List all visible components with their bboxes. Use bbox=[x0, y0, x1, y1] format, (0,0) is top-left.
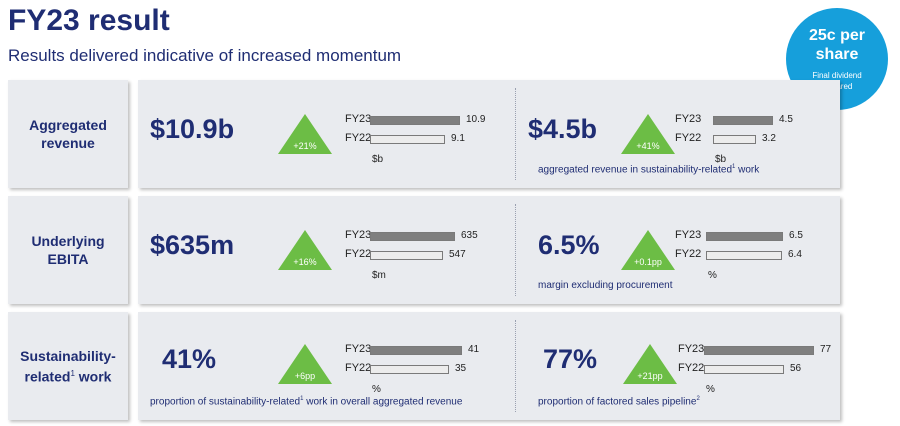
caption-text: aggregated revenue in sustainability-rel… bbox=[538, 164, 733, 176]
metric-caption: aggregated revenue in sustainability-rel… bbox=[538, 164, 759, 175]
row-label-footnote: 1 bbox=[70, 368, 75, 378]
bar-value-label: 10.9 bbox=[466, 114, 486, 125]
caption-tail: work bbox=[735, 164, 760, 176]
row-label: Underlying EBITA bbox=[8, 196, 128, 304]
row-label-line1: Sustainability- bbox=[20, 347, 116, 364]
row-label-tail: work bbox=[74, 368, 112, 385]
row-label: Sustainability-related1 work bbox=[8, 312, 128, 420]
metric-value: 41% bbox=[162, 344, 217, 374]
bar-fy22 bbox=[713, 135, 756, 144]
bar-fy23 bbox=[370, 232, 455, 241]
caption-footnote: 1 bbox=[732, 164, 736, 170]
bar-value-label: 4.5 bbox=[779, 114, 793, 125]
bar-fy23 bbox=[706, 232, 783, 241]
bar-fy23 bbox=[370, 116, 460, 125]
badge-line2: share bbox=[815, 46, 859, 63]
bar-fy23 bbox=[713, 116, 773, 125]
metric-value: 77% bbox=[543, 344, 598, 374]
growth-triangle-icon bbox=[623, 344, 677, 384]
growth-triangle-icon bbox=[621, 230, 675, 270]
caption-tail: work in overall aggregated revenue bbox=[303, 396, 463, 408]
bar-fy22 bbox=[370, 251, 443, 260]
panel-divider bbox=[515, 204, 516, 296]
row-label-line1: Underlying bbox=[31, 233, 105, 249]
caption-text: proportion of factored sales pipeline bbox=[538, 396, 697, 408]
bar-value-label: 56 bbox=[790, 363, 802, 374]
growth-change-label: +21% bbox=[293, 141, 317, 151]
bar-value-label: 77 bbox=[820, 344, 832, 355]
row-label-line2: related bbox=[24, 368, 71, 385]
metric-value: $4.5b bbox=[528, 114, 598, 144]
bar-value-label: 6.4 bbox=[788, 249, 802, 260]
badge-line1: 25c per bbox=[808, 27, 866, 44]
growth-triangle-icon bbox=[278, 114, 332, 154]
growth-triangle-icon bbox=[278, 230, 332, 270]
caption-text: proportion of sustainability-related bbox=[150, 396, 301, 408]
bar-value-label: 6.5 bbox=[789, 230, 803, 241]
row-label: Aggregated revenue bbox=[8, 80, 128, 188]
growth-change-label: +0.1pp bbox=[634, 257, 662, 267]
metric-value: $10.9b bbox=[150, 114, 235, 144]
bar-unit-label: % bbox=[706, 384, 715, 395]
metric-row: Underlying EBITA $635m +16% FY23 635 FY22 547 $m… bbox=[8, 196, 840, 304]
caption-text: margin excluding procurement bbox=[538, 280, 673, 291]
bar-fy22 bbox=[706, 251, 782, 260]
page-subtitle: Results delivered indicative of increase… bbox=[8, 46, 402, 65]
metric-caption: proportion of factored sales pipeline2 bbox=[538, 396, 700, 407]
bar-unit-label: % bbox=[708, 270, 717, 281]
badge-sub1: Final dividend bbox=[812, 71, 862, 80]
bar-category-label: FY22 bbox=[345, 248, 372, 260]
bar-category-label: FY23 bbox=[345, 229, 372, 241]
bar-category-label: FY23 bbox=[675, 229, 702, 241]
growth-change-label: +16% bbox=[293, 257, 317, 267]
growth-change-label: +41% bbox=[636, 141, 660, 151]
bar-unit-label: $b bbox=[372, 154, 384, 165]
bar-category-label: FY22 bbox=[678, 362, 705, 374]
metric-row: Sustainability-related1 work 41% +6pp FY23 4… bbox=[8, 312, 840, 420]
metric-panel: $10.9b +21% FY23 10.9 FY22 9.1 $b $4.5b +41% FY23… bbox=[138, 80, 840, 188]
bar-unit-label: % bbox=[372, 384, 381, 395]
bar-category-label: FY22 bbox=[345, 362, 372, 374]
row-label-line2: revenue bbox=[41, 135, 95, 151]
growth-change-label: +6pp bbox=[294, 371, 316, 381]
metric-caption: proportion of sustainability-related1 wo… bbox=[150, 396, 462, 407]
page-title: FY23 result bbox=[8, 4, 170, 37]
caption-footnote: 1 bbox=[300, 396, 304, 402]
bar-value-label: 9.1 bbox=[451, 133, 465, 144]
bar-value-label: 35 bbox=[455, 363, 467, 374]
bar-category-label: FY22 bbox=[675, 248, 702, 260]
metric-value: 6.5% bbox=[538, 230, 600, 260]
metric-row: Aggregated revenue $10.9b +21% FY23 10.9 FY22 9… bbox=[8, 80, 840, 188]
bar-fy23 bbox=[704, 346, 814, 355]
growth-triangle-icon bbox=[621, 114, 675, 154]
growth-triangle-icon bbox=[278, 344, 332, 384]
panel-divider bbox=[515, 88, 516, 180]
bar-category-label: FY22 bbox=[675, 132, 702, 144]
bar-fy22 bbox=[370, 135, 445, 144]
bar-category-label: FY23 bbox=[345, 343, 372, 355]
bar-fy22 bbox=[370, 365, 449, 374]
bar-fy22 bbox=[704, 365, 784, 374]
metric-panel: $635m +16% FY23 635 FY22 547 $m 6.5% +0.1pp FY23 6… bbox=[138, 196, 840, 304]
row-label-line1: Aggregated bbox=[29, 117, 107, 133]
bar-fy23 bbox=[370, 346, 462, 355]
bar-category-label: FY23 bbox=[345, 113, 372, 125]
bar-value-label: 635 bbox=[461, 230, 478, 241]
row-label-line2: EBITA bbox=[47, 251, 89, 267]
metric-value: $635m bbox=[150, 230, 235, 260]
growth-change-label: +21pp bbox=[637, 371, 663, 381]
panel-divider bbox=[515, 320, 516, 412]
metric-caption: margin excluding procurement bbox=[538, 280, 673, 291]
bar-value-label: 3.2 bbox=[762, 133, 776, 144]
metric-panel: 41% +6pp FY23 41 FY22 35% proportion of sustai… bbox=[138, 312, 840, 420]
bar-category-label: FY22 bbox=[345, 132, 372, 144]
bar-unit-label: $m bbox=[372, 270, 386, 281]
bar-category-label: FY23 bbox=[675, 113, 702, 125]
bar-unit-label: $b bbox=[715, 154, 727, 165]
badge-main-text: 25c per share bbox=[786, 26, 888, 64]
bar-value-label: 547 bbox=[449, 249, 466, 260]
caption-footnote: 2 bbox=[696, 396, 700, 402]
bar-category-label: FY23 bbox=[678, 343, 705, 355]
bar-value-label: 41 bbox=[468, 344, 480, 355]
